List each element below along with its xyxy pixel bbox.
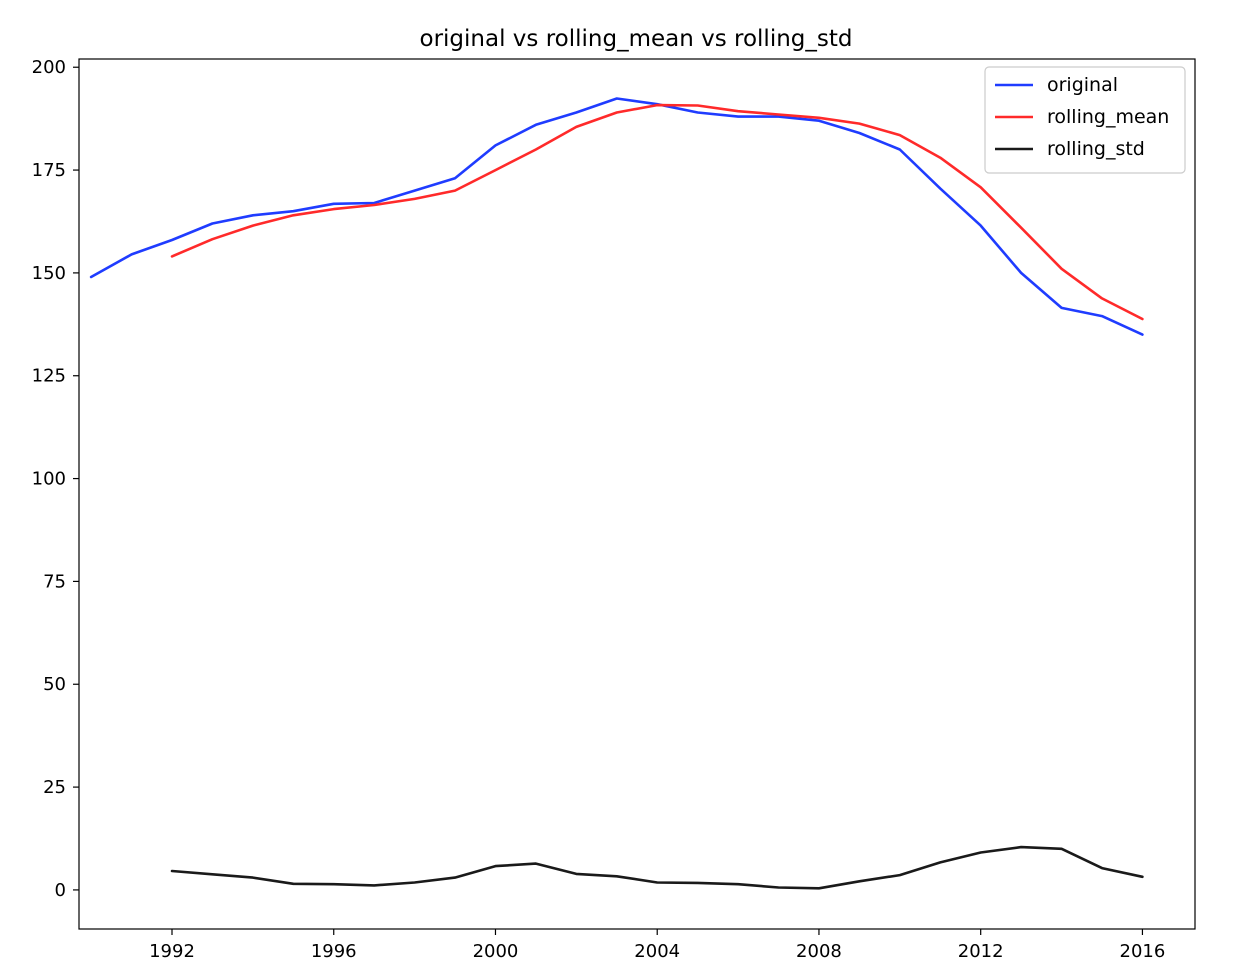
series-line-rolling-std — [170, 845, 1144, 890]
legend-box — [984, 66, 1186, 174]
y-tick-label: 25 — [43, 777, 66, 798]
y-tick-label: 200 — [32, 57, 66, 78]
x-tick-label: 2000 — [473, 941, 519, 962]
x-tick-label: 2008 — [796, 941, 842, 962]
x-tick-label: 2016 — [1120, 941, 1166, 962]
legend: original rolling_mean rolling_std — [984, 66, 1186, 174]
plot-area: 1992 1996 2000 2004 2008 2012 2016 0 25 50 75 100 12… — [32, 57, 1166, 962]
legend-label: rolling_mean — [1047, 106, 1169, 128]
x-tick-label: 1992 — [149, 941, 195, 962]
y-tick-label: 75 — [43, 571, 66, 592]
series-line-rolling-mean — [170, 103, 1144, 321]
y-tick-label: 125 — [32, 366, 66, 387]
y-tick-label: 100 — [32, 469, 66, 490]
x-tick-label: 2004 — [634, 941, 680, 962]
y-tick-label: 150 — [32, 263, 66, 284]
plot-frame — [78, 58, 1196, 930]
y-tick-label: 0 — [55, 880, 66, 901]
series-line-original — [89, 97, 1144, 336]
legend-label: rolling_std — [1047, 138, 1145, 160]
y-tick-label: 175 — [32, 160, 66, 181]
y-tick-label: 50 — [43, 674, 66, 695]
chart-title: original vs rolling_mean vs rolling_std — [420, 26, 853, 52]
legend-label: original — [1047, 74, 1118, 96]
x-tick-label: 1996 — [311, 941, 357, 962]
x-tick-label: 2012 — [958, 941, 1004, 962]
